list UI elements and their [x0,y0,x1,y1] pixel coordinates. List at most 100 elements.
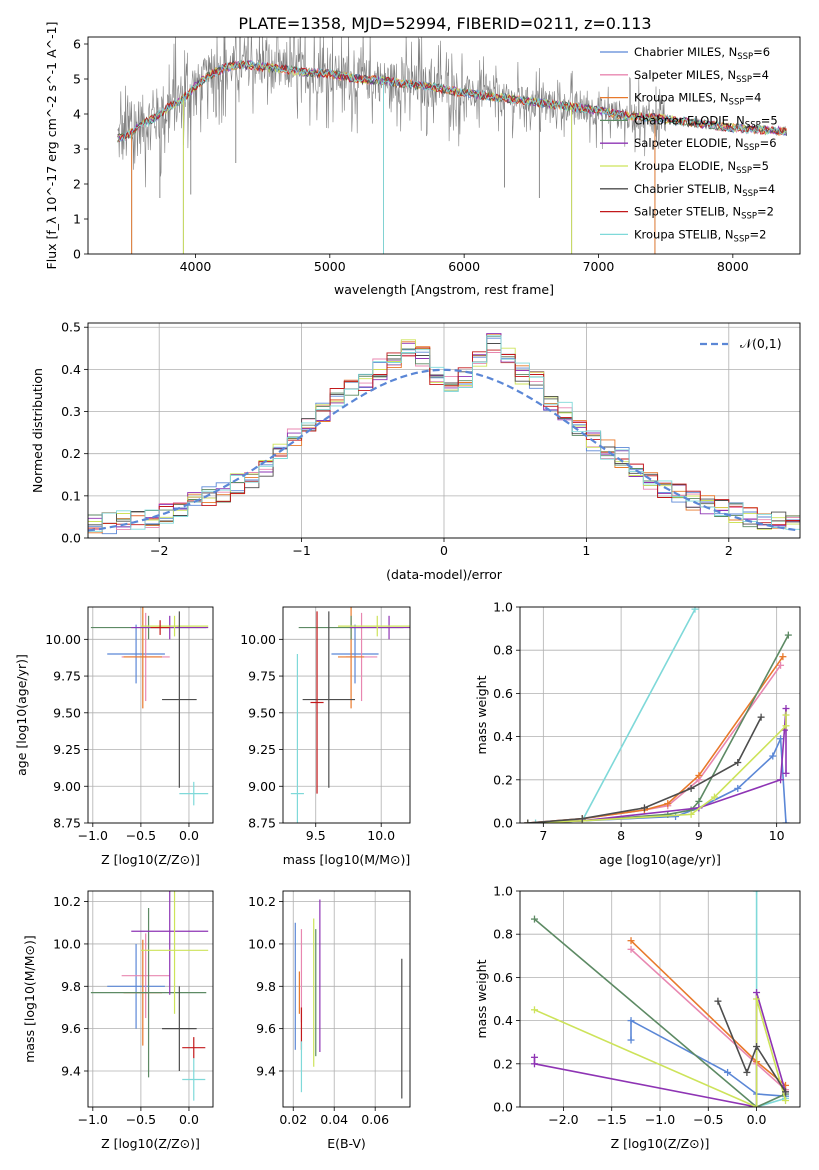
axes-frame [282,606,411,824]
mass-weight-marker [769,752,777,760]
mass-weight-marker [530,1053,538,1061]
figure-title: PLATE=1358, MJD=52994, FIBERID=0211, z=0… [238,14,651,33]
x-tick-label: 1 [582,543,590,558]
y-tick-label: 0.0 [493,1100,513,1115]
model-spectrum-line [117,61,788,142]
y-tick-label: 1 [73,212,81,227]
model-spectrum-line [117,60,787,143]
axes-frame [87,890,214,1108]
y-axis-label: mass [log10(M/M⊙)] [22,935,37,1063]
mass-weight-line [527,716,762,823]
x-axis-label: age [log10(age/yr)] [599,852,721,867]
y-tick-label: 4 [73,107,81,122]
mass-weight-marker [784,631,792,639]
y-tick-label: 1.0 [493,600,513,615]
x-tick-label: 10.0 [367,828,395,843]
x-tick-label: 0.04 [320,1112,348,1127]
y-tick-label: 3 [73,142,81,157]
axes-frame [519,890,801,1108]
mass-weight-marker [710,793,718,801]
y-tick-label: 0.0 [61,531,81,546]
residual-histogram-step [88,335,800,538]
x-axis-label: Z [log10(Z/Z⊙)] [101,1136,200,1151]
mass-weight-marker [714,997,722,1005]
y-tick-label: 5 [73,72,81,87]
plot-area [524,607,792,823]
plot-area [90,607,209,806]
mass-weight-line [527,634,790,823]
legend-entry: Kroupa STELIB, NSSP=2 [634,227,766,244]
observed-spectrum-line [117,37,666,188]
plot-area [88,333,800,538]
x-tick-label: −1.0 [78,828,108,843]
mass-weight-marker [724,1068,732,1076]
x-tick-label: 0.06 [361,1112,389,1127]
axes-frame [87,322,801,539]
mass-weight-marker [695,797,703,805]
y-tick-label: 0.8 [493,643,513,658]
mass-weight-marker [757,713,765,721]
mass-weight-marker [691,607,699,613]
x-tick-label: 10 [769,828,785,843]
mass-weight-marker [687,784,695,792]
mass-weight-marker [777,661,785,669]
y-axis-label: mass weight [474,959,489,1038]
mass-weight-marker [743,1068,751,1076]
mass-weight-line [527,656,784,823]
y-tick-label: 1.0 [493,884,513,899]
y-tick-label: 0.3 [61,404,81,419]
y-tick-label: 9.00 [53,779,81,794]
normal-distribution-curve [88,368,798,532]
y-tick-label: 2 [73,177,81,192]
x-axis-label: wavelength [Angstrom, rest frame] [334,282,554,297]
y-tick-label: 9.8 [256,979,276,994]
panel-mass-vs-metallicity: −1.0 −0.5 0.0 9.4 9.6 9.8 10.0 10.2 Z [log10(Z/Z… [22,890,214,1151]
mass-weight-marker [782,1097,790,1105]
y-axis-label: Flux [f_λ 10^-17 erg cm^-2 s^-1 A^-1] [44,22,59,270]
y-tick-label: 9.6 [256,1021,276,1036]
x-tick-label: 8 [617,828,625,843]
x-tick-label: 9 [695,828,703,843]
mass-weight-marker [627,1017,635,1025]
plot-area [294,899,403,1099]
mass-weight-marker [695,771,703,779]
x-tick-label: 0.0 [179,828,199,843]
x-tick-label: 0.02 [279,1112,307,1127]
y-tick-label: 0.2 [61,446,81,461]
mass-weight-marker [664,800,672,808]
x-tick-label: −2 [150,543,168,558]
y-axis-label: age [log10(age/yr)] [14,654,29,776]
y-tick-label: 0.6 [493,686,513,701]
y-tick-label: 9.75 [248,669,276,684]
y-tick-label: 10.0 [53,936,81,951]
y-tick-label: 0 [73,247,81,262]
x-tick-label: −1.5 [597,1112,627,1127]
mass-weight-marker [734,784,742,792]
x-axis-label: mass [log10(M/M⊙)] [283,852,411,867]
mass-weight-marker [777,776,785,784]
x-tick-label: 0.0 [179,1112,199,1127]
mass-weight-marker [524,819,532,823]
y-tick-label: 0.6 [493,970,513,985]
mass-weight-marker [672,813,680,821]
y-tick-label: 10.0 [248,936,276,951]
legend-entry: Kroupa ELODIE, NSSP=5 [634,159,769,176]
legend-entry: Salpeter MILES, NSSP=4 [634,68,769,85]
mass-weight-marker [530,1006,538,1014]
x-tick-label: 6000 [448,259,480,274]
plot-area [290,607,410,823]
mass-weight-marker [627,937,635,945]
mass-weight-marker [753,989,761,997]
panel-mass-vs-ebv: 0.02 0.04 0.06 9.4 9.6 9.8 10.0 10.2 E(B-V) [248,890,411,1151]
x-tick-label: 5000 [314,259,346,274]
y-tick-label: 6 [73,37,81,52]
x-axis-label: (data-model)/error [386,567,503,582]
x-axis-label: Z [log10(Z/Z⊙)] [611,1136,710,1151]
x-tick-label: −0.5 [126,828,156,843]
legend-entry: Salpeter ELODIE, NSSP=6 [634,136,777,153]
mass-weight-marker [753,891,761,895]
y-tick-label: 0.5 [61,320,81,335]
y-tick-label: 0.4 [493,1013,513,1028]
legend-entry: 𝒩(0,1) [740,336,782,351]
y-tick-label: 10.2 [248,894,276,909]
